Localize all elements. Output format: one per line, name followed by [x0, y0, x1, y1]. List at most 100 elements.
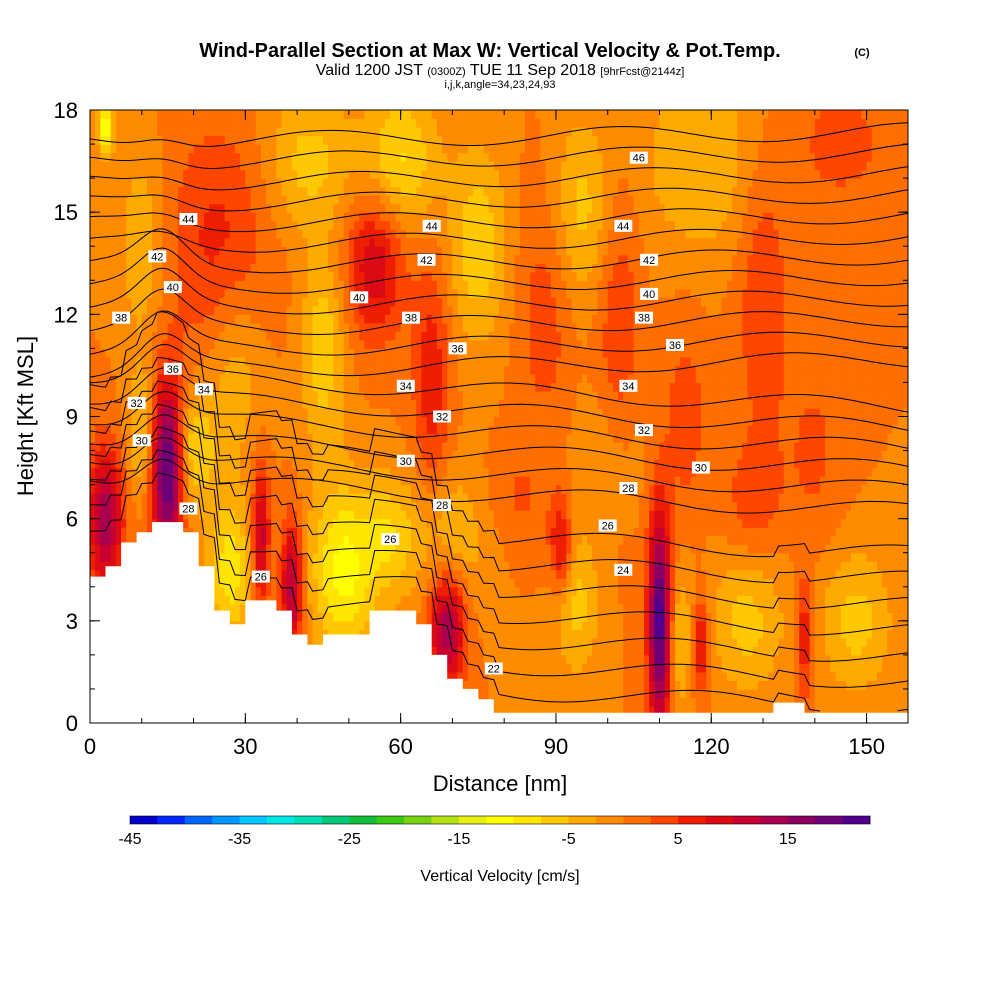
velocity-cell: [390, 161, 397, 171]
velocity-cell: [266, 586, 272, 596]
velocity-cell: [431, 169, 438, 179]
velocity-cell: [307, 152, 314, 162]
velocity-cell: [105, 365, 112, 375]
velocity-cell: [410, 535, 417, 545]
velocity-cell: [379, 586, 386, 596]
velocity-cell: [255, 467, 262, 477]
velocity-cell: [286, 416, 293, 426]
velocity-cell: [354, 254, 360, 264]
velocity-cell: [115, 246, 122, 256]
velocity-cell: [105, 425, 112, 435]
velocity-cell: [317, 305, 324, 315]
velocity-cell: [193, 416, 200, 426]
velocity-cell: [354, 407, 360, 418]
velocity-cell: [395, 442, 402, 452]
velocity-cell: [219, 229, 226, 239]
velocity-cell: [343, 595, 350, 605]
velocity-cell: [379, 237, 386, 247]
velocity-cell: [131, 382, 138, 392]
velocity-cell: [354, 390, 360, 401]
velocity-cell: [442, 237, 448, 247]
velocity-cell: [431, 288, 438, 298]
velocity-cell: [359, 144, 365, 154]
velocity-cell: [167, 390, 174, 401]
velocity-cell: [364, 212, 371, 222]
velocity-cell: [436, 603, 443, 613]
velocity-cell: [379, 118, 386, 128]
velocity-cell: [131, 442, 138, 452]
velocity-cell: [255, 476, 262, 486]
velocity-cell: [436, 280, 443, 290]
velocity-cell: [385, 510, 391, 520]
velocity-cell: [348, 442, 355, 452]
velocity-cell: [167, 425, 174, 435]
velocity-cell: [260, 493, 267, 503]
velocity-cell: [291, 399, 298, 409]
velocity-cell: [297, 305, 303, 315]
velocity-cell: [374, 144, 381, 154]
velocity-cell: [442, 390, 448, 401]
velocity-cell: [100, 203, 107, 213]
velocity-cell: [431, 322, 438, 332]
velocity-cell: [405, 110, 412, 120]
velocity-cell: [250, 552, 257, 562]
velocity-cell: [178, 127, 184, 137]
velocity-cell: [307, 169, 314, 179]
velocity-cell: [390, 416, 397, 426]
velocity-cell: [317, 118, 324, 128]
velocity-cell: [162, 237, 169, 247]
velocity-cell: [312, 365, 319, 375]
velocity-cell: [141, 407, 148, 418]
velocity-cell: [307, 348, 314, 358]
velocity-cell: [250, 535, 257, 545]
velocity-cell: [121, 178, 127, 188]
velocity-cell: [115, 348, 122, 358]
velocity-cell: [152, 152, 158, 162]
velocity-cell: [105, 416, 112, 426]
velocity-cell: [240, 544, 246, 554]
velocity-cell: [131, 152, 138, 162]
velocity-cell: [333, 348, 340, 358]
velocity-cell: [416, 144, 422, 154]
velocity-cell: [183, 433, 189, 443]
velocity-cell: [110, 237, 117, 247]
velocity-cell: [245, 484, 252, 494]
velocity-cell: [146, 127, 153, 137]
velocity-cell: [126, 186, 133, 196]
velocity-cell: [312, 178, 319, 188]
velocity-cell: [255, 595, 262, 605]
velocity-cell: [95, 263, 101, 273]
velocity-cell: [291, 373, 298, 384]
velocity-cell: [317, 535, 324, 545]
velocity-cell: [431, 390, 438, 401]
velocity-cell: [307, 365, 314, 375]
velocity-cell: [421, 552, 428, 562]
velocity-cell: [322, 442, 329, 452]
velocity-cell: [312, 110, 319, 120]
velocity-cell: [141, 314, 148, 324]
velocity-cell: [379, 212, 386, 222]
velocity-cell: [234, 552, 241, 562]
velocity-cell: [183, 246, 189, 256]
velocity-cell: [260, 373, 267, 384]
velocity-cell: [141, 263, 148, 273]
velocity-cell: [260, 510, 267, 520]
velocity-cell: [359, 501, 365, 511]
velocity-cell: [115, 527, 122, 537]
velocity-cell: [442, 510, 448, 520]
velocity-cell: [167, 144, 174, 154]
velocity-cell: [162, 467, 169, 477]
velocity-cell: [276, 178, 283, 188]
velocity-cell: [167, 467, 174, 477]
velocity-cell: [354, 118, 360, 128]
velocity-cell: [436, 373, 443, 384]
velocity-cell: [348, 220, 355, 230]
velocity-cell: [286, 390, 293, 401]
velocity-cell: [240, 144, 246, 154]
velocity-cell: [219, 195, 226, 205]
velocity-cell: [322, 595, 329, 605]
velocity-cell: [198, 433, 205, 443]
velocity-cell: [100, 118, 107, 128]
velocity-cell: [245, 561, 252, 571]
velocity-cell: [322, 518, 329, 528]
